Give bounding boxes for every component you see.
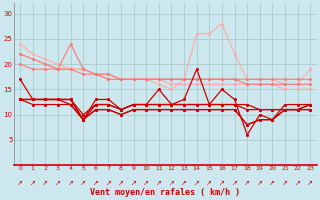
- X-axis label: Vent moyen/en rafales ( km/h ): Vent moyen/en rafales ( km/h ): [90, 188, 240, 197]
